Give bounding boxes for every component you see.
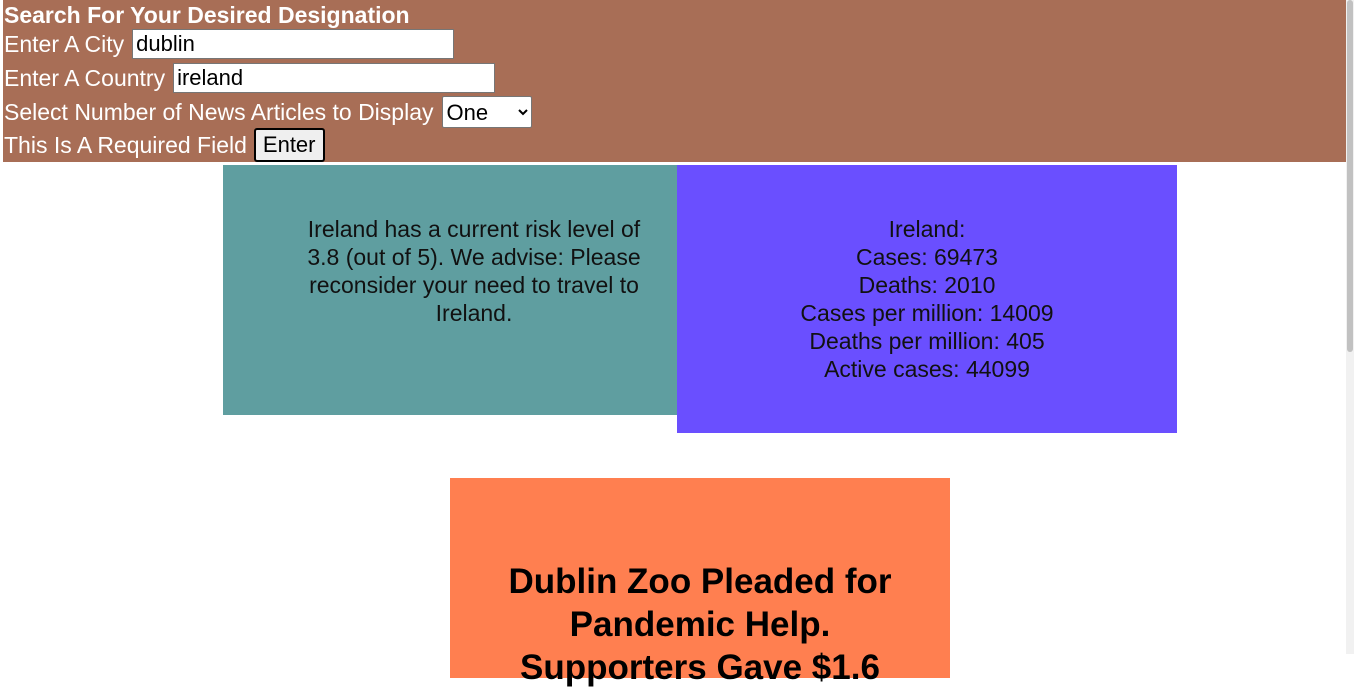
search-panel: Search For Your Desired Designation Ente… — [3, 0, 1346, 162]
country-label: Enter A Country — [4, 64, 166, 91]
risk-text: Ireland has a current risk level of 3.8 … — [307, 216, 641, 326]
stat-line: Cases per million: 14009 — [800, 300, 1054, 326]
submit-row: This Is A Required Field Enter — [4, 128, 325, 162]
scrollbar[interactable] — [1346, 0, 1354, 654]
articles-select[interactable]: One — [441, 96, 532, 128]
required-label: This Is A Required Field — [4, 131, 247, 158]
articles-row: Select Number of News Articles to Displa… — [4, 96, 532, 128]
stat-line: Ireland: — [888, 216, 966, 242]
news-card: Dublin Zoo Pleaded for Pandemic Help. Su… — [450, 478, 950, 687]
articles-label: Select Number of News Articles to Displa… — [4, 98, 434, 125]
search-title: Search For Your Desired Designation — [4, 2, 410, 28]
scrollbar-thumb[interactable] — [1347, 0, 1353, 352]
city-row: Enter A City — [4, 29, 455, 59]
country-input[interactable] — [173, 63, 496, 93]
page: Travel Search html, body { margin: 0; pa… — [3, 0, 1354, 687]
stat-line: Active cases: 44099 — [824, 356, 1030, 382]
country-row: Enter A Country — [4, 63, 496, 93]
city-label: Enter A City — [4, 30, 125, 57]
city-input[interactable] — [132, 29, 455, 59]
body: {"search": {"title": "Search For Your De… — [3, 0, 1354, 687]
stats-card: Ireland: Cases: 69473 Deaths: 2010 Cases pe… — [677, 165, 1177, 433]
news-headline[interactable]: Dublin Zoo Pleaded for Pandemic Help. Su… — [508, 562, 892, 687]
risk-card: Ireland has a current risk level of 3.8 … — [223, 165, 677, 415]
enter-button[interactable]: Enter — [253, 128, 325, 162]
stat-line: Deaths per million: 405 — [809, 328, 1045, 354]
stat-line: Cases: 69473 — [856, 244, 998, 270]
stat-line: Deaths: 2010 — [858, 272, 996, 298]
